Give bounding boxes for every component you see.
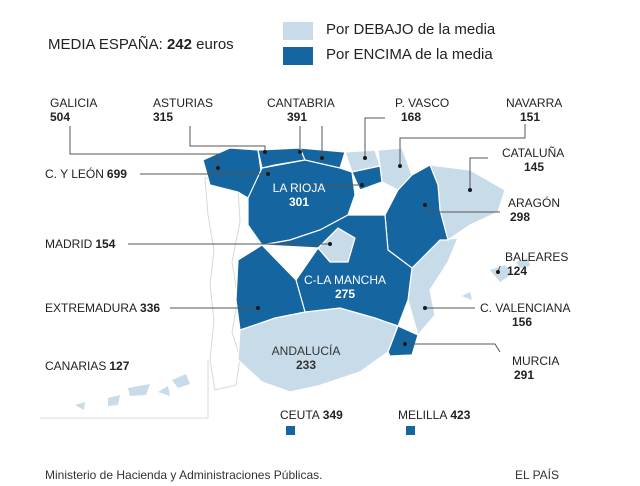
label-baleares: BALEARES 124	[505, 250, 569, 278]
label-asturias: ASTURIAS 315	[153, 96, 214, 124]
label-galicia: GALICIA 504	[50, 96, 98, 124]
region-cmancha	[261, 214, 413, 327]
region-extremadura	[235, 244, 306, 331]
leader-murcia	[405, 343, 501, 353]
label-murcia: MURCIA 291	[512, 354, 560, 382]
region-canarias	[75, 374, 190, 410]
leader-navarra	[399, 124, 526, 166]
page-title: MEDIA ESPAÑA: 242 euros	[48, 36, 234, 53]
label-navarra: NAVARRA 151	[506, 96, 563, 124]
label-larioja: LA RIOJA 301	[272, 181, 326, 209]
label-pvasco: P. VASCO 168	[395, 96, 450, 124]
region-baleares	[462, 258, 530, 300]
label-extremadura: EXTREMADURA 336	[45, 301, 161, 315]
region-murcia	[387, 325, 419, 357]
portugal-shape	[204, 177, 241, 391]
label-melilla: MELILLA 423	[398, 408, 471, 422]
label-canarias: CANARIAS 127	[45, 359, 130, 373]
leader-galicia	[69, 126, 219, 168]
leader-asturias	[189, 126, 266, 152]
leader-pvasco	[364, 117, 385, 158]
label-cantabria: CANTABRIA 391	[267, 96, 335, 124]
source-note: Ministerio de Hacienda y Administracione…	[45, 468, 323, 482]
region-larioja	[351, 165, 383, 191]
leader-aragon	[424, 204, 500, 213]
label-cmancha: C-LA MANCHA 275	[303, 273, 386, 301]
label-cvalenciana: C. VALENCIANA 156	[480, 301, 571, 329]
ceuta-marker	[286, 426, 295, 435]
label-madrid: MADRID 154	[45, 237, 116, 251]
label-ceuta: CEUTA 349	[280, 408, 343, 422]
leader-cataluna	[469, 157, 488, 190]
legend-label-below: Por DEBAJO de la media	[326, 21, 496, 38]
region-cyleon	[247, 159, 356, 246]
legend-label-above: Por ENCIMA de la media	[326, 46, 493, 63]
melilla-marker	[406, 426, 415, 435]
brand-name: EL PAÍS	[515, 468, 560, 482]
label-aragon: ARAGÓN 298	[508, 196, 561, 224]
label-andalucia: ANDALUCÍA 233	[271, 344, 341, 372]
label-cyleon: C. Y LEÓN 699	[45, 167, 127, 181]
label-cataluna: CATALUÑA 145	[502, 146, 565, 174]
legend-swatch-above	[283, 47, 313, 65]
legend-swatch-below	[283, 22, 313, 40]
